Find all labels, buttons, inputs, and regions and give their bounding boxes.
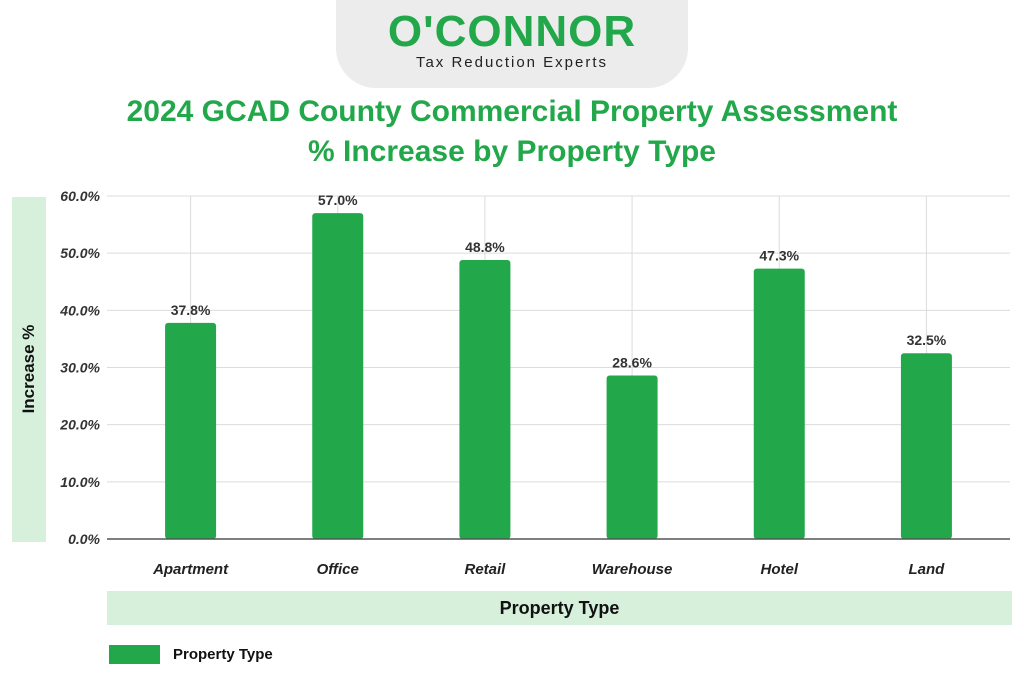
bar-retail — [459, 260, 511, 539]
y-tick-label: 20.0% — [59, 417, 100, 433]
data-label: 57.0% — [318, 192, 358, 208]
bar-apartment — [165, 322, 217, 539]
data-label: 32.5% — [907, 332, 947, 348]
gridlines — [107, 195, 1010, 539]
bar-warehouse — [606, 375, 658, 539]
x-tick-label: Office — [317, 561, 359, 578]
bar-office — [312, 213, 364, 539]
y-tick-label: 0.0% — [68, 531, 100, 547]
x-tick-label: Apartment — [152, 561, 229, 578]
chart-title: 2024 GCAD County Commercial Property Ass… — [126, 95, 898, 168]
x-tick-label: Retail — [464, 561, 506, 578]
x-tick-label: Hotel — [761, 561, 799, 578]
data-label: 47.3% — [759, 248, 799, 264]
x-tick-label: Warehouse — [592, 561, 673, 578]
x-axis-label-band — [107, 591, 1012, 625]
data-label: 48.8% — [465, 239, 505, 255]
y-tick-label: 30.0% — [60, 360, 100, 376]
logo-background — [336, 0, 688, 88]
y-axis-label-band — [12, 197, 46, 542]
x-tick-label: Land — [908, 561, 945, 578]
y-tick-label: 40.0% — [59, 302, 100, 318]
data-label: 37.8% — [171, 302, 211, 318]
bar-land — [900, 353, 952, 539]
x-axis-label: Property Type — [499, 598, 620, 618]
legend-label: Property Type — [173, 646, 273, 663]
bars: 37.8% 57.0% 48.8% 28.6% 47.3% 32.5% — [165, 192, 952, 539]
axes: 0.0% 10.0% 20.0% 30.0% 40.0% 50.0% 60.0% Apartm… — [59, 188, 1010, 578]
y-tick-label: 60.0% — [60, 188, 100, 204]
bar-hotel — [753, 268, 805, 539]
data-label: 28.6% — [612, 355, 652, 371]
brand-logo: O'CONNOR — [387, 7, 637, 56]
legend-swatch — [109, 645, 160, 664]
y-tick-label: 10.0% — [60, 474, 100, 490]
brand-tagline: Tax Reduction Experts — [415, 54, 609, 71]
y-tick-label: 50.0% — [60, 245, 100, 261]
